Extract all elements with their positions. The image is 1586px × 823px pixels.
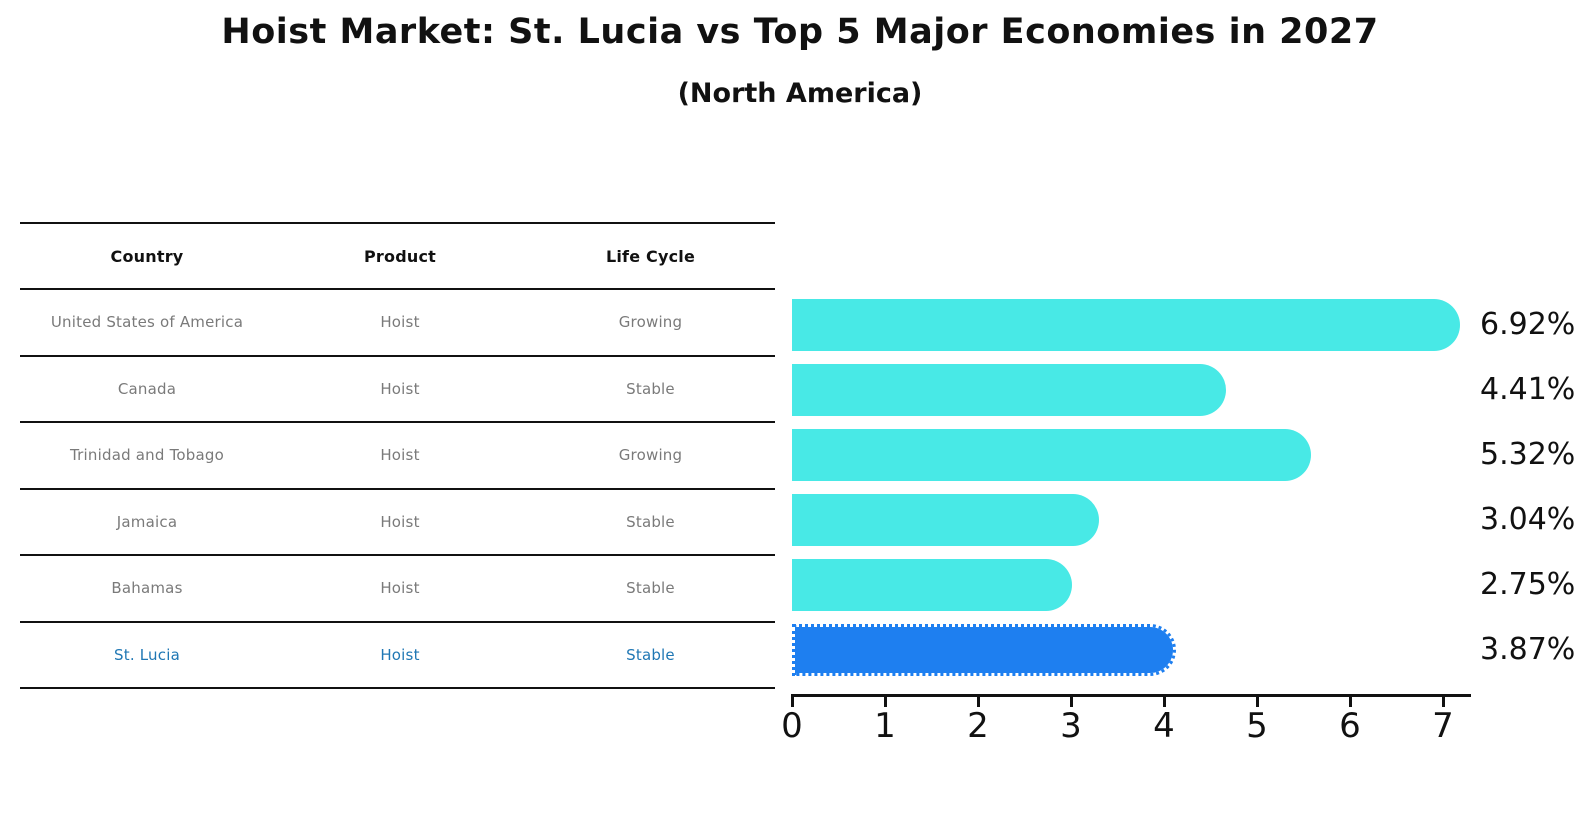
table-row: Canada Hoist Stable [20, 357, 775, 423]
column-header-country: Country [110, 246, 184, 266]
cell-product: Hoist [380, 512, 420, 531]
x-axis-tick-label: 0 [781, 706, 803, 746]
x-axis-tick-label: 2 [967, 706, 989, 746]
table-header-row: Country Product Life Cycle [20, 224, 775, 290]
cell-life-cycle: Growing [618, 313, 683, 332]
bar-value-label: 5.32% [1480, 437, 1576, 472]
chart-bar-highlighted [792, 624, 1176, 676]
cell-life-cycle: Stable [626, 512, 675, 531]
cell-life-cycle: Stable [626, 379, 675, 398]
x-axis-tick-label: 3 [1060, 706, 1082, 746]
table-row: Trinidad and Tobago Hoist Growing [20, 423, 775, 490]
cell-country: United States of America [50, 313, 244, 332]
chart-bar [792, 429, 1311, 481]
chart-bar [792, 494, 1099, 546]
cell-country: Jamaica [116, 512, 178, 531]
cell-life-cycle: Growing [618, 446, 683, 465]
x-axis-tick [1441, 696, 1445, 707]
cell-product: Hoist [380, 579, 420, 598]
chart-subtitle: (North America) [677, 78, 923, 109]
bar-value-label: 6.92% [1480, 307, 1576, 342]
cell-product: Hoist [380, 379, 420, 398]
x-axis-tick [790, 696, 794, 707]
x-axis-line [791, 694, 1471, 697]
chart-bar [792, 299, 1460, 351]
cell-country: Canada [117, 379, 177, 398]
chart-bar [792, 559, 1072, 611]
cell-country: St. Lucia [114, 645, 180, 664]
table-row: Bahamas Hoist Stable [20, 556, 775, 623]
x-axis-tick [1162, 696, 1166, 707]
x-axis-tick-label: 7 [1432, 706, 1454, 746]
column-header-product: Product [364, 246, 436, 266]
bar-value-label: 4.41% [1480, 372, 1576, 407]
x-axis-tick [1348, 696, 1352, 707]
chart-title: Hoist Market: St. Lucia vs Top 5 Major E… [221, 12, 1379, 52]
x-axis-tick [1255, 696, 1259, 707]
bar-value-label: 3.87% [1480, 632, 1576, 667]
cell-country: Trinidad and Tobago [70, 446, 224, 465]
cell-life-cycle: Stable [626, 579, 675, 598]
comparison-table: Country Product Life Cycle United States… [20, 222, 775, 689]
x-axis-tick-label: 6 [1339, 706, 1361, 746]
bar-value-label: 2.75% [1480, 567, 1576, 602]
table-row: Jamaica Hoist Stable [20, 490, 775, 556]
x-axis-tick [976, 696, 980, 707]
cell-country: Bahamas [111, 579, 183, 598]
x-axis-tick [1069, 696, 1073, 707]
bar-value-label: 3.04% [1480, 502, 1576, 537]
table-row: United States of America Hoist Growing [20, 290, 775, 357]
cell-life-cycle: Stable [626, 645, 675, 664]
x-axis-tick-label: 5 [1246, 706, 1268, 746]
table-row-highlighted: St. Lucia Hoist Stable [20, 623, 775, 689]
x-axis-tick-label: 1 [874, 706, 896, 746]
column-header-life-cycle: Life Cycle [605, 246, 696, 266]
cell-product: Hoist [380, 645, 420, 664]
x-axis-tick-label: 4 [1153, 706, 1175, 746]
x-axis-tick [883, 696, 887, 707]
cell-product: Hoist [380, 446, 420, 465]
chart-bar [792, 364, 1227, 416]
cell-product: Hoist [380, 313, 420, 332]
